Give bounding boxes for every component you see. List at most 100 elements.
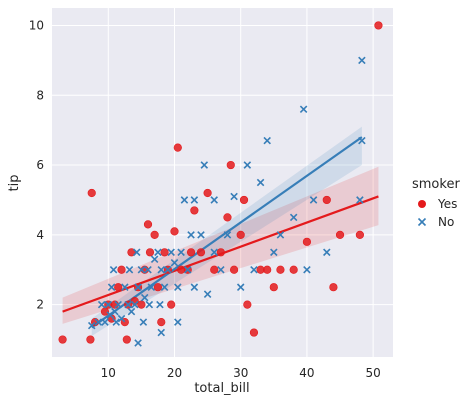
legend-marker-no <box>417 217 427 227</box>
point-yes <box>236 230 245 239</box>
point-no <box>132 248 141 257</box>
point-no <box>358 136 366 145</box>
point-no <box>299 105 308 113</box>
point-no <box>203 290 212 298</box>
point-no <box>157 265 166 274</box>
data-points <box>58 21 383 347</box>
point-no <box>177 248 185 257</box>
point-yes <box>289 265 298 274</box>
y-tick-label: 4 <box>36 228 44 242</box>
point-no <box>114 300 122 309</box>
point-no <box>109 265 118 274</box>
point-yes <box>203 188 212 198</box>
point-yes <box>145 248 155 257</box>
y-axis-label: tip <box>7 175 22 192</box>
point-yes <box>173 143 182 152</box>
point-no <box>154 248 162 257</box>
point-no <box>356 196 364 204</box>
x-tick-label: 20 <box>167 366 182 380</box>
point-yes <box>276 265 285 274</box>
y-tick-label: 2 <box>36 298 44 312</box>
point-yes <box>229 265 239 274</box>
point-yes <box>114 283 123 292</box>
point-no <box>160 283 169 291</box>
point-no <box>170 259 179 267</box>
y-tick-label: 8 <box>36 88 44 102</box>
point-yes <box>143 220 153 229</box>
point-yes <box>186 248 196 257</box>
point-no <box>167 248 175 257</box>
point-no <box>106 311 115 319</box>
point-yes <box>58 335 67 344</box>
point-no <box>111 307 119 316</box>
point-no <box>323 248 331 257</box>
point-yes <box>160 248 169 257</box>
point-yes <box>157 318 166 327</box>
point-no <box>134 339 142 347</box>
point-yes <box>249 328 259 337</box>
point-no <box>127 307 136 316</box>
point-yes <box>122 335 131 344</box>
point-no <box>230 192 238 201</box>
x-tick-label: 50 <box>365 366 380 380</box>
point-no <box>303 265 311 274</box>
point-no <box>276 231 285 239</box>
point-no <box>164 265 172 274</box>
legend: smoker Yes No <box>412 177 460 229</box>
point-yes <box>302 237 312 246</box>
point-no <box>289 213 298 222</box>
point-yes <box>239 195 249 205</box>
point-no <box>131 300 139 309</box>
x-tick-label: 10 <box>101 366 116 380</box>
point-yes <box>190 206 199 215</box>
point-no <box>200 161 209 169</box>
point-yes <box>226 160 235 170</box>
legend-title: smoker <box>412 177 460 192</box>
y-tick-label: 6 <box>36 158 44 172</box>
point-yes <box>127 248 136 257</box>
point-yes <box>269 283 278 292</box>
point-no <box>125 265 134 274</box>
point-no <box>190 196 199 204</box>
point-no <box>358 56 366 65</box>
point-no <box>210 196 218 204</box>
point-no <box>256 178 265 187</box>
point-no <box>243 161 252 169</box>
point-no <box>140 293 149 302</box>
point-no <box>223 231 232 239</box>
point-no <box>145 300 154 309</box>
point-no <box>309 196 318 204</box>
y-tick-label: 10 <box>29 18 44 32</box>
point-no <box>101 318 109 326</box>
point-yes <box>355 230 364 239</box>
point-no <box>217 265 225 274</box>
point-yes <box>329 283 338 292</box>
point-no <box>139 318 148 326</box>
point-no <box>174 283 182 291</box>
point-yes <box>374 21 383 30</box>
point-no <box>97 300 106 309</box>
point-yes <box>150 230 159 239</box>
plot-background <box>52 8 393 357</box>
point-no <box>94 318 103 326</box>
point-no <box>144 265 152 274</box>
fit-line-no <box>91 136 363 329</box>
point-no <box>134 283 142 291</box>
point-no <box>270 248 278 257</box>
point-no <box>174 318 182 326</box>
legend-label-yes: Yes <box>437 197 457 211</box>
point-no <box>150 255 159 264</box>
point-yes <box>86 335 95 344</box>
point-yes <box>322 195 331 205</box>
point-yes <box>223 213 232 222</box>
point-yes <box>263 265 272 274</box>
point-no <box>107 283 116 291</box>
point-yes <box>196 248 206 257</box>
point-no <box>197 231 205 239</box>
point-no <box>137 265 146 274</box>
point-yes <box>167 300 176 309</box>
legend-marker-yes <box>418 200 426 208</box>
point-yes <box>335 230 345 239</box>
point-yes <box>170 227 179 236</box>
